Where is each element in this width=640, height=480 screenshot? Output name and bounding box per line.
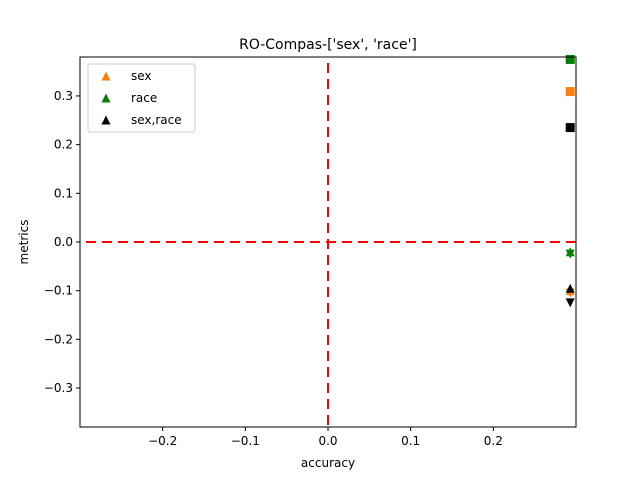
legend-label: sex xyxy=(131,69,152,83)
y-tick-label: 0.2 xyxy=(54,138,73,152)
data-point-sex-race xyxy=(565,298,575,308)
y-tick-label: −0.1 xyxy=(44,284,73,298)
data-point-sex-race xyxy=(565,123,575,133)
data-point-sex-race xyxy=(565,283,575,293)
x-tick-label: 0.1 xyxy=(401,434,420,448)
data-point-sex xyxy=(565,87,575,97)
legend-frame xyxy=(87,63,196,133)
y-tick-label: 0.0 xyxy=(54,235,73,249)
legend-marker xyxy=(101,93,111,103)
legend-marker xyxy=(101,71,111,81)
reference-lines xyxy=(80,57,576,427)
data-point-race xyxy=(565,54,575,64)
y-tick-label: −0.3 xyxy=(44,381,73,395)
x-tick-label: 0.2 xyxy=(484,434,503,448)
x-tick-label: 0.0 xyxy=(318,434,337,448)
y-tick-label: −0.2 xyxy=(44,332,73,346)
legend-marker xyxy=(101,115,111,125)
chart-title: RO-Compas-['sex', 'race'] xyxy=(239,37,417,53)
legend-label: sex,race xyxy=(131,113,182,127)
y-tick-label: 0.3 xyxy=(54,89,73,103)
legend: sex race sex,race xyxy=(87,63,196,133)
data-points xyxy=(565,54,575,308)
x-tick-label: −0.2 xyxy=(148,434,177,448)
y-axis-label: metrics xyxy=(17,220,31,265)
x-tick-label: −0.1 xyxy=(231,434,260,448)
y-tick-label: 0.1 xyxy=(54,186,73,200)
y-axis-ticks: −0.3 −0.2 −0.1 0.0 0.1 0.2 0.3 xyxy=(44,89,80,395)
data-point-race xyxy=(565,249,575,259)
legend-label: race xyxy=(131,91,157,105)
x-axis-label: accuracy xyxy=(301,456,355,470)
x-axis-ticks: −0.2 −0.1 0.0 0.1 0.2 xyxy=(148,427,503,448)
